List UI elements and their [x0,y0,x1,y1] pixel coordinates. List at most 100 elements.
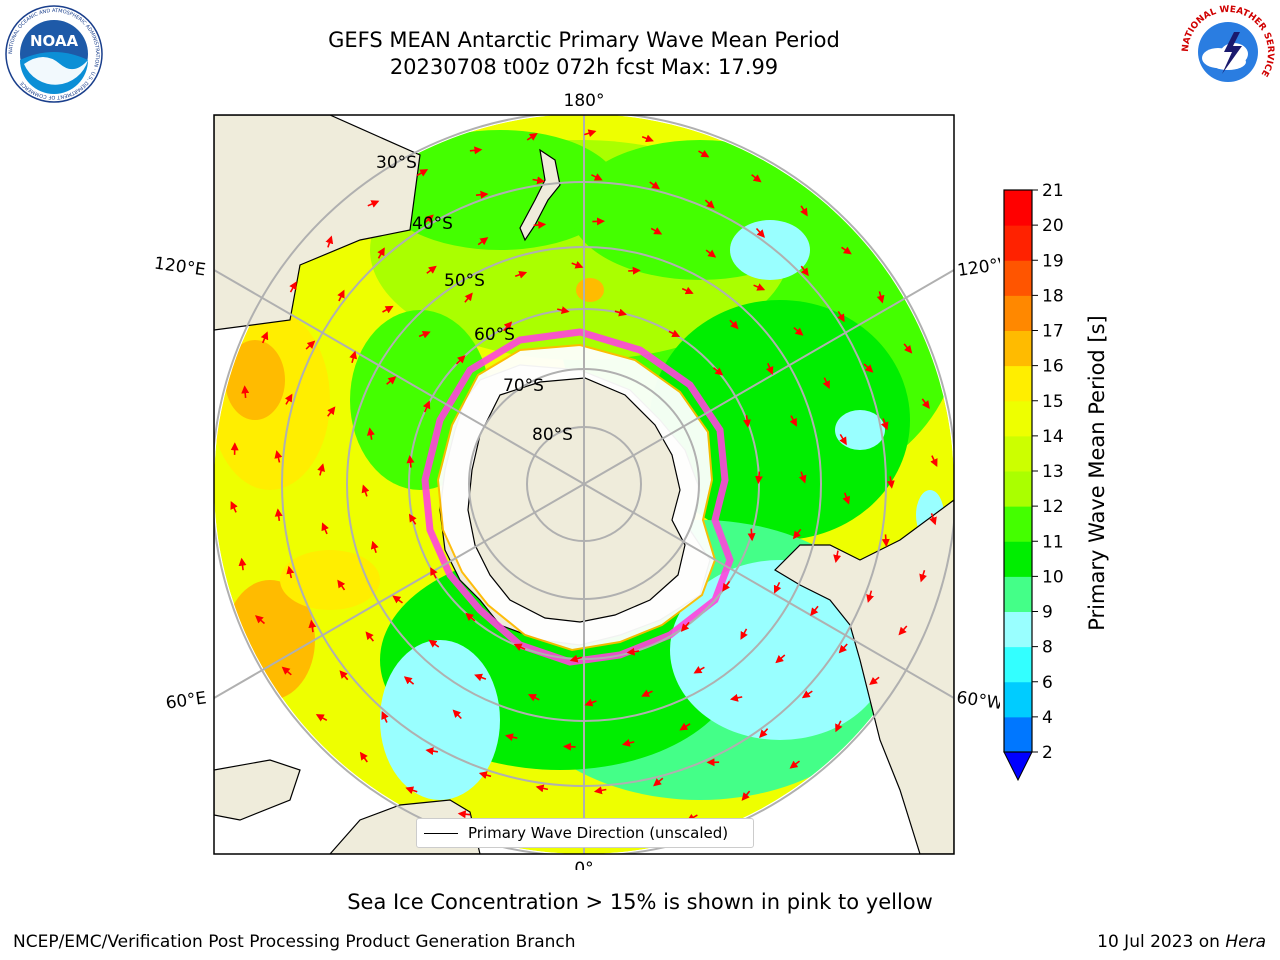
colorbar-tick-label: 13 [1042,462,1064,482]
wave-direction-arrow [425,747,439,756]
wave-direction-arrow [680,621,690,632]
wave-direction-arrow [475,190,489,199]
wave-direction-arrow [423,214,434,224]
wave-direction-arrow [286,565,295,579]
wave-direction-arrow [349,350,358,364]
wave-direction-arrow [729,693,743,702]
wave-direction-arrow [321,522,329,535]
lat-label-70s: 70°S [503,376,544,396]
colorbar-segment [1004,225,1032,261]
wave-direction-arrow [822,377,830,390]
wave-direction-arrow [722,580,731,592]
wave-direction-arrow [641,689,653,697]
colorbar-tick-label: 20 [1042,216,1064,236]
wave-direction-arrow [740,628,748,640]
wave-direction-arrow [408,513,417,525]
wave-direction-arrow [455,355,466,365]
credit-host: Hera [1225,932,1266,952]
wave-direction-arrow [571,261,584,269]
wave-direction-arrow [381,711,389,723]
wave-direction-arrow [386,376,397,385]
wave-direction-arrow [881,534,890,547]
colorbar-segment [1004,611,1032,648]
credit-date-text: 10 Jul 2023 on [1097,932,1226,952]
wave-direction-arrow [241,385,250,398]
colorbar-segment [1004,541,1032,577]
wave-direction-arrow [753,283,766,291]
wave-direction-arrow [800,265,809,277]
wave-direction-arrow [898,625,908,636]
wave-direction-arrow [930,455,938,468]
noaa-logo-text: NOAA [30,32,79,50]
wave-direction-arrow [513,643,526,651]
wave-direction-arrow [557,306,570,315]
colorbar-tick-label: 6 [1042,673,1053,693]
wave-direction-arrow [469,146,483,155]
colorbar-tick-label: 4 [1042,708,1053,728]
wave-direction-arrow [754,471,763,485]
credit-date: 10 Jul 2023 on Hera [1097,932,1266,952]
lon-label-60e: 60°E [165,688,208,713]
wave-direction-arrow [406,455,415,468]
colorbar-tick-label: 19 [1042,251,1064,271]
lat-label-40s: 40°S [412,214,453,234]
wave-direction-arrow [921,398,930,409]
colorbar-segment [1004,400,1032,437]
colorbar-segment [1004,471,1032,507]
colorbar-tick-label: 8 [1042,638,1053,658]
colorbar-segment [1004,646,1032,683]
wave-direction-arrow [327,406,336,417]
map-subtitle: 20230708 t00z 072h fcst Max: 17.99 [389,55,779,79]
colorbar-tick-label: 11 [1042,532,1064,552]
colorbar-tick-label: 12 [1042,497,1064,517]
primary-wave-direction-arrows [230,129,938,839]
wave-direction-arrow [759,728,769,738]
wave-direction-arrow [800,205,808,217]
lon-label-0: 0° [574,859,593,870]
wave-direction-arrow [584,698,597,707]
wave-direction-arrow [418,330,431,339]
wave-direction-arrow [649,181,661,190]
wave-direction-arrow [532,176,546,185]
wave-direction-arrow [698,149,710,158]
wave-direction-arrow [929,513,937,526]
wave-direction-arrow [317,463,325,476]
wave-direction-arrow [839,433,847,446]
wave-direction-arrow [628,266,641,275]
colorbar-segment [1004,295,1032,331]
colorbar: 2 4 6 8 9 10 11 12 13 14 15 16 17 18 19 20 21 [1003,181,1064,782]
map-legend: Primary Wave Direction (unscaled) [416,818,754,848]
wave-direction-arrow [789,415,797,427]
wave-direction-arrow [563,742,576,751]
colorbar-segment [1004,681,1032,718]
colorbar-tick-label: 14 [1042,427,1064,447]
wave-direction-arrow [535,784,549,793]
wave-direction-arrow [308,619,317,633]
wave-direction-arrow [365,631,375,642]
wave-direction-arrow [741,790,751,801]
wave-direction-arrow [755,227,765,238]
wave-direction-arrow [793,326,804,336]
colorbar-tick-label: 15 [1042,392,1064,412]
wave-direction-arrow [370,540,379,554]
wave-direction-arrow [729,319,739,330]
wave-direction-arrow [835,720,843,733]
wave-direction-arrow [775,654,786,664]
wave-direction-arrow [366,427,375,440]
colorbar-label: Primary Wave Mean Period [s] [1085,315,1109,631]
wave-direction-arrow [527,694,540,702]
wave-direction-arrow [681,286,694,295]
wave-direction-arrow [569,654,583,663]
wave-direction-arrow [591,173,603,181]
wave-direction-arrow [289,281,297,293]
wave-direction-arrow [403,676,415,685]
wave-direction-arrow [477,237,489,246]
wave-direction-arrow [863,363,874,373]
wave-direction-arrow [903,343,913,354]
colorbar-segment [1004,576,1032,612]
colorbar-tick-label: 9 [1042,603,1053,623]
wave-direction-arrow [533,220,547,229]
colorbar-segment [1004,260,1032,296]
wave-direction-arrow [377,247,385,259]
wave-direction-arrow [405,786,418,795]
